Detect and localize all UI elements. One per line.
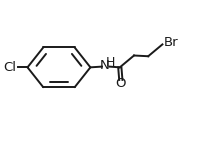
- Text: O: O: [116, 77, 126, 90]
- Text: Br: Br: [163, 36, 178, 49]
- Text: H: H: [105, 56, 115, 69]
- Text: Cl: Cl: [3, 61, 16, 74]
- Text: N: N: [100, 59, 110, 72]
